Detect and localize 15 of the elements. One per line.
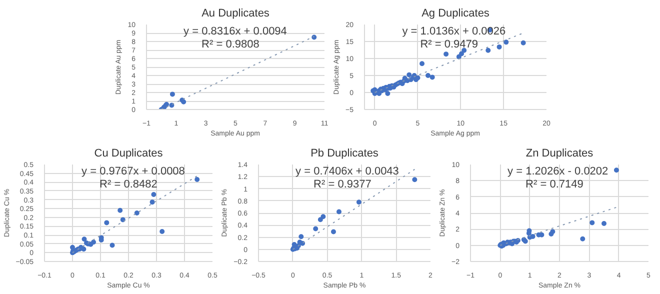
annotation: R² = 0.9808	[202, 38, 260, 50]
annotation: y = 0.9767x + 0.0008	[82, 166, 185, 178]
annotation: y = 0.8316x + 0.0094	[184, 26, 287, 38]
chart-title: Au Duplicates	[202, 8, 270, 20]
chart-title: Zn Duplicates	[526, 148, 594, 160]
annotation: y = 1.0136x + 0.0026	[402, 26, 506, 38]
annotation: R² = 0.7149	[526, 178, 584, 190]
annotation: R² = 0.9479	[420, 38, 478, 50]
annotation: y = 1.2026x - 0.0202	[508, 166, 608, 178]
annotation: R² = 0.9377	[314, 178, 372, 190]
annotation: y = 0.7406x + 0.0043	[296, 166, 399, 178]
chart-title: Cu Duplicates	[94, 148, 164, 160]
annotation: R² = 0.8482	[100, 178, 158, 190]
chart-title: Ag Duplicates	[422, 8, 490, 20]
chart-title: Pb Duplicates	[310, 148, 379, 160]
